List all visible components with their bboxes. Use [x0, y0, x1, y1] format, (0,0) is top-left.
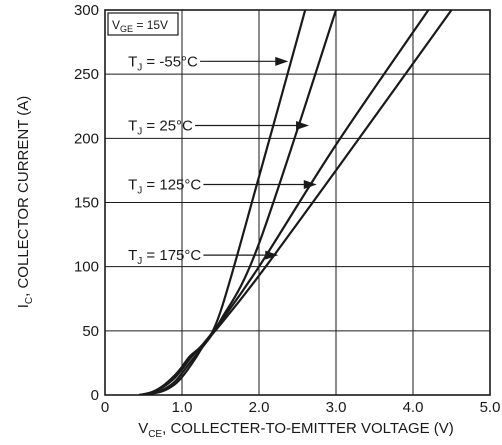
series-label-0: TJ = -55°C — [128, 53, 198, 73]
y-tick-label: 250 — [74, 66, 99, 83]
annotations: TJ = -55°C TJ = 25°C TJ = 125°C TJ = 175°C — [128, 53, 317, 267]
y-tick-label: 100 — [74, 259, 99, 276]
x-tick-label: 4.0 — [403, 399, 424, 416]
series-line-1 — [138, 10, 338, 395]
y-tick-label: 50 — [82, 323, 99, 340]
series-line-3 — [138, 10, 453, 395]
x-tick-label: 3.0 — [326, 399, 347, 416]
y-tick-labels: 0 50 100 150 200 250 300 — [74, 2, 99, 404]
y-tick-label: 200 — [74, 130, 99, 147]
x-tick-labels: 0 1.0 2.0 3.0 4.0 5.0 — [101, 399, 501, 416]
y-tick-label: 0 — [91, 387, 99, 404]
plot-frame — [104, 9, 491, 396]
arrow-head-3 — [265, 250, 279, 260]
y-tick-label: 150 — [74, 195, 99, 212]
x-tick-label: 1.0 — [172, 399, 193, 416]
arrow-head-1 — [296, 121, 310, 130]
x-tick-label: 0 — [101, 399, 109, 416]
series-label-1: TJ = 25°C — [128, 118, 193, 138]
grid — [105, 10, 490, 395]
y-axis-label: IC, COLLECTOR CURRENT (A) — [15, 96, 35, 309]
x-tick-label: 2.0 — [249, 399, 270, 416]
condition-label: VGE = 15V — [112, 18, 168, 34]
series-label-3: TJ = 175°C — [128, 247, 201, 267]
x-tick-label: 5.0 — [480, 399, 501, 416]
curves — [138, 10, 453, 395]
y-tick-label: 300 — [74, 2, 99, 19]
condition-box: VGE = 15V — [107, 12, 179, 36]
x-axis-label: VCE, COLLECTER-TO-EMITTER VOLTAGE (V) — [138, 420, 454, 440]
arrow-head-0 — [275, 56, 289, 66]
series-label-2: TJ = 125°C — [128, 177, 201, 197]
arrow-head-2 — [303, 180, 317, 190]
